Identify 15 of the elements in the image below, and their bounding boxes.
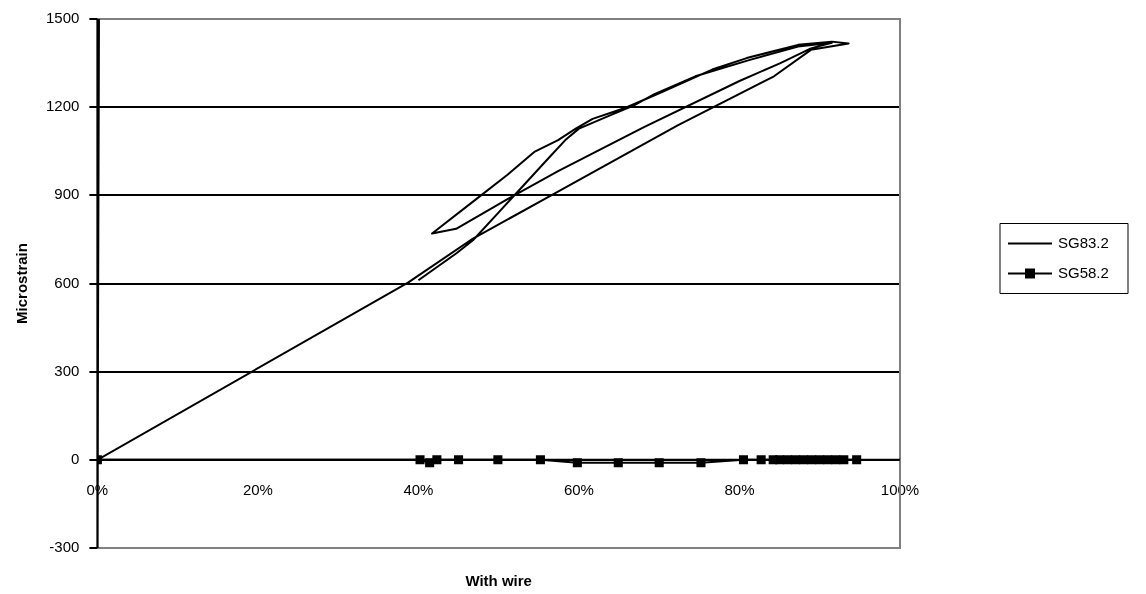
x-axis-title: With wire xyxy=(465,572,532,590)
x-tick-label: 60% xyxy=(563,480,594,498)
x-tick-label: 40% xyxy=(403,480,434,498)
y-axis-title: Microstrain xyxy=(13,243,31,324)
y-tick-label: 600 xyxy=(54,273,80,291)
y-tick-label: 900 xyxy=(54,185,80,203)
legend-label: SG83.2 xyxy=(1058,233,1109,251)
y-tick-label: 0 xyxy=(71,449,80,467)
x-tick-label: 80% xyxy=(724,480,755,498)
y-tick-label: 1200 xyxy=(45,97,80,115)
y-tick-label: -300 xyxy=(49,538,80,556)
y-tick-label: 1500 xyxy=(45,9,80,27)
legend-label: SG58.2 xyxy=(1058,263,1109,281)
y-tick-label: 300 xyxy=(54,361,80,379)
x-tick-label: 20% xyxy=(242,480,273,498)
